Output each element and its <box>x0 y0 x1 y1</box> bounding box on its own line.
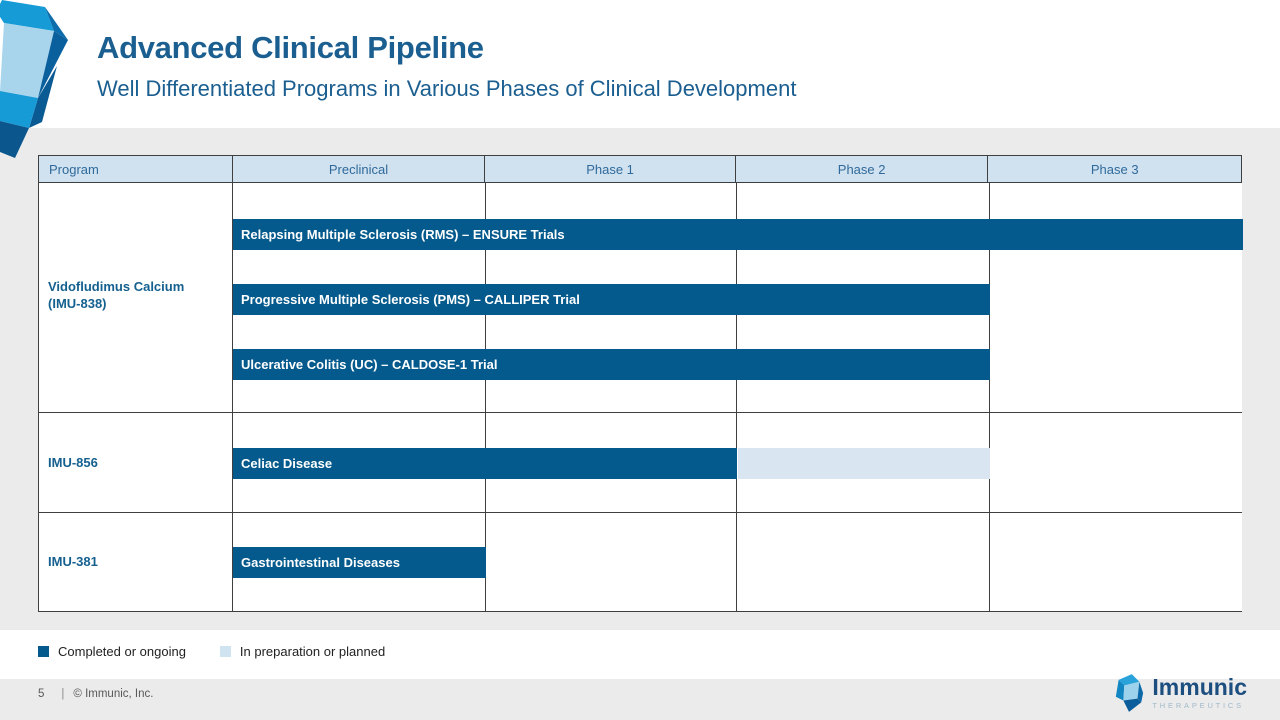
program-name: Vidofludimus Calcium <box>48 279 185 294</box>
legend-swatch-planned-icon <box>219 646 231 657</box>
table-header-row: Program Preclinical Phase 1 Phase 2 Phas… <box>38 155 1242 183</box>
column-header-program: Program <box>39 156 233 182</box>
column-header-phase3: Phase 3 <box>1090 161 1139 177</box>
column-header-preclinical: Preclinical <box>233 156 486 182</box>
pipeline-bar: Celiac Disease <box>233 448 737 479</box>
program-name: IMU-856 <box>48 455 98 470</box>
copyright-text: © Immunic, Inc. <box>73 688 154 700</box>
legend-item-planned: In preparation or planned <box>219 644 386 659</box>
legend-item-completed: Completed or ongoing <box>38 644 186 659</box>
logo-tagline: THERAPEUTICS <box>1152 701 1244 710</box>
program-name: IMU-381 <box>48 554 98 569</box>
column-header-phase2: Phase 2 <box>736 156 989 182</box>
pipeline-bar: Ulcerative Colitis (UC) – CALDOSE-1 Tria… <box>233 349 990 380</box>
company-logo: Immunic THERAPEUTICS <box>1113 674 1247 712</box>
pipeline-bar-label: Progressive Multiple Sclerosis (PMS) – C… <box>241 292 580 307</box>
legend-swatch-completed-icon <box>38 646 49 657</box>
grid-line <box>736 513 737 611</box>
table-row: IMU-856 Celiac Disease <box>38 413 1242 513</box>
program-label: Vidofludimus Calcium (IMU-838) <box>48 279 184 313</box>
legend-label-completed: Completed or ongoing <box>58 644 186 659</box>
program-label: IMU-381 <box>48 554 98 571</box>
grid-line <box>989 513 990 611</box>
legend: Completed or ongoing In preparation or p… <box>38 644 385 659</box>
footer-meta: 5 | © Immunic, Inc. <box>38 688 153 700</box>
program-label: IMU-856 <box>48 455 98 472</box>
pipeline-bar-planned <box>738 448 990 479</box>
pipeline-bar: Relapsing Multiple Sclerosis (RMS) – ENS… <box>233 219 1243 250</box>
pipeline-bar: Progressive Multiple Sclerosis (PMS) – C… <box>233 284 990 315</box>
footer-divider: | <box>61 688 65 700</box>
grid-line <box>232 183 233 412</box>
grid-line <box>232 413 233 512</box>
grid-line <box>232 513 233 611</box>
footer-background-band <box>0 679 1280 720</box>
legend-label-planned: In preparation or planned <box>239 644 386 659</box>
column-header-phase1: Phase 1 <box>485 156 736 182</box>
page-title: Advanced Clinical Pipeline <box>97 30 484 65</box>
logo-text: Immunic THERAPEUTICS <box>1152 674 1247 711</box>
table-row: Vidofludimus Calcium (IMU-838) Relapsing… <box>38 183 1243 413</box>
gem-logo-icon <box>1116 674 1144 712</box>
page-subtitle: Well Differentiated Programs in Various … <box>97 76 797 101</box>
pipeline-bar: Gastrointestinal Diseases <box>233 547 486 578</box>
pipeline-bar-label: Gastrointestinal Diseases <box>241 555 400 570</box>
table-row: IMU-381 Gastrointestinal Diseases <box>38 513 1242 612</box>
pipeline-bar-label: Ulcerative Colitis (UC) – CALDOSE-1 Tria… <box>241 357 498 372</box>
pipeline-table: Program Preclinical Phase 1 Phase 2 Phas… <box>38 155 1243 612</box>
program-code: (IMU-838) <box>48 295 107 311</box>
pipeline-bar-label: Celiac Disease <box>241 456 333 471</box>
pipeline-bar-label: Relapsing Multiple Sclerosis (RMS) – ENS… <box>241 227 565 242</box>
logo-name: Immunic <box>1152 674 1247 700</box>
page-number: 5 <box>38 688 45 700</box>
corner-decoration-icon <box>0 0 68 158</box>
